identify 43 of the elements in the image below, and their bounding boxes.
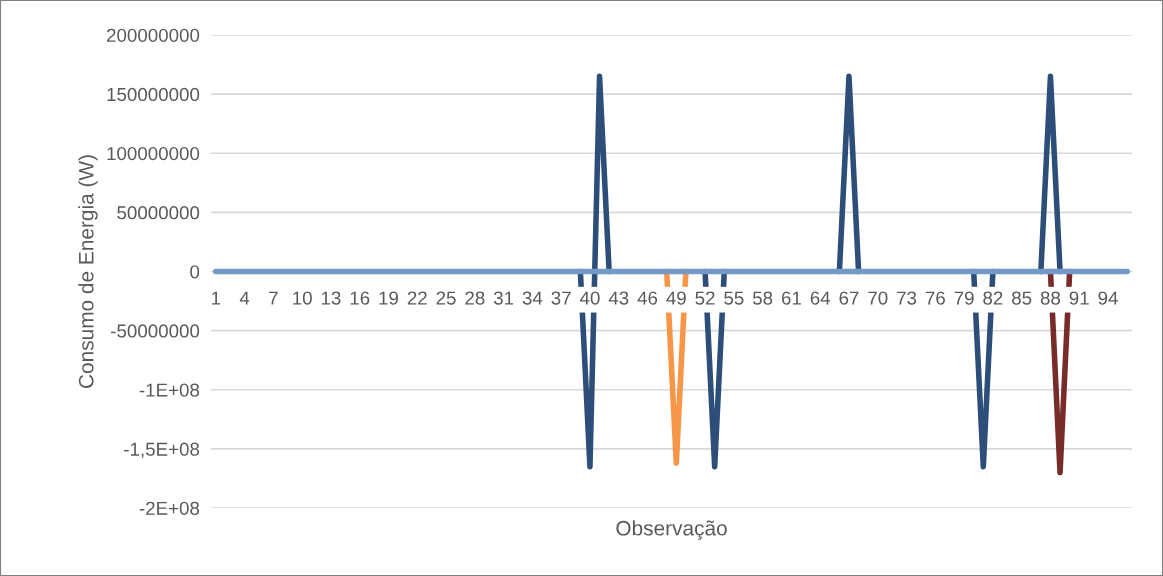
x-tick-label: 4: [239, 291, 250, 305]
x-tick-label: 43: [608, 291, 629, 305]
x-tick-label: 37: [551, 291, 571, 305]
y-tick-label: -50000000: [111, 324, 200, 338]
x-tick-label: 70: [868, 291, 888, 305]
x-tick-label: 34: [522, 291, 543, 305]
y-axis-title: Consumo de Energia (W): [78, 155, 98, 388]
x-tick-label: 46: [637, 291, 658, 305]
x-tick-label: 28: [465, 291, 485, 305]
y-tick-label: 50000000: [117, 206, 200, 220]
x-tick-label: 16: [350, 291, 370, 305]
x-tick-label: 19: [379, 291, 399, 305]
x-tick-label: 73: [897, 291, 917, 305]
x-tick-label: 94: [1098, 291, 1118, 305]
y-tick-label: 200000000: [106, 28, 200, 42]
x-tick-label: 25: [436, 291, 456, 305]
x-axis-title: Observação: [616, 520, 727, 540]
x-tick-label: 31: [493, 291, 514, 305]
x-tick-label: 64: [810, 291, 831, 305]
x-tick-label: 49: [666, 291, 686, 305]
x-tick-label: 91: [1069, 291, 1089, 305]
x-tick-label: 85: [1012, 291, 1032, 305]
x-tick-label: 7: [269, 291, 278, 305]
x-tick-label: 22: [407, 291, 427, 305]
x-tick-label: 13: [321, 291, 341, 305]
x-tick-label: 40: [579, 291, 600, 305]
x-tick-label: 61: [781, 291, 801, 305]
y-tick-label: 100000000: [107, 146, 200, 161]
x-tick-label: 79: [954, 291, 974, 305]
y-tick-label: 0: [190, 265, 200, 279]
y-tick-label: -1,5E+08: [124, 442, 200, 459]
x-tick-label: 76: [925, 291, 945, 305]
x-tick-label: 88: [1040, 291, 1061, 305]
y-tick-label: -1E+08: [139, 383, 200, 397]
x-tick-label: 67: [839, 291, 859, 305]
y-tick-label: 150000000: [107, 87, 200, 102]
x-tick-label: 82: [983, 291, 1003, 305]
x-tick-label: 52: [695, 291, 715, 305]
x-tick-label: 58: [752, 291, 773, 305]
x-tick-label: 10: [293, 291, 312, 305]
y-tick-label: -2E+08: [139, 501, 200, 515]
x-tick-label: 55: [724, 291, 744, 305]
x-tick-label: 1: [212, 291, 221, 305]
